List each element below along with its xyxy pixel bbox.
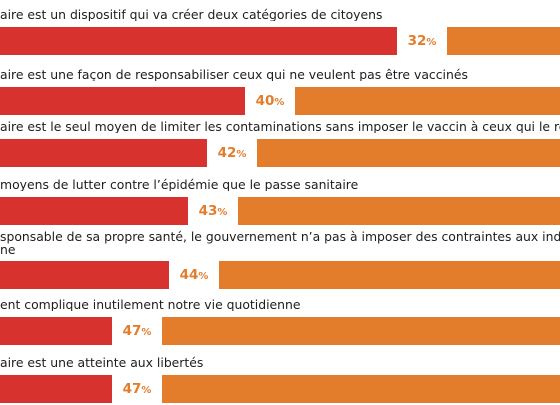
value-unit: % (141, 385, 152, 396)
stacked-bar: 44% (0, 261, 560, 289)
stacked-bar: 32% (0, 27, 560, 55)
category-label: ent complique inutilement notre vie quot… (0, 298, 301, 311)
bar-segment-left (0, 261, 169, 289)
value-number: 47 (122, 323, 142, 339)
bar-segment-left (0, 317, 112, 345)
stacked-bar: 47% (0, 317, 560, 345)
value-label: 44% (169, 261, 219, 289)
bar-segment-left (0, 87, 245, 115)
value-number: 32 (407, 33, 427, 49)
value-unit: % (274, 97, 285, 108)
value-unit: % (198, 271, 209, 282)
bar-segment-left (0, 27, 397, 55)
value-label: 47% (112, 375, 162, 403)
value-number: 44 (179, 267, 199, 283)
category-label: aire est le seul moyen de limiter les co… (0, 120, 560, 133)
value-number: 43 (198, 203, 218, 219)
bar-segment-right: 32% (397, 27, 560, 55)
value-number: 47 (122, 381, 142, 397)
bar-segment-right: 47% (112, 375, 560, 403)
category-label: aire est un dispositif qui va créer deux… (0, 8, 383, 21)
bar-segment-right: 42% (207, 139, 560, 167)
bar-segment-left (0, 197, 188, 225)
category-label: sponsable de sa propre santé, le gouvern… (0, 230, 560, 256)
value-label: 43% (188, 197, 238, 225)
category-label: aire est une façon de responsabiliser ce… (0, 68, 468, 81)
category-label: moyens de lutter contre l’épidémie que l… (0, 178, 359, 191)
value-number: 40 (255, 93, 275, 109)
value-label: 40% (245, 87, 295, 115)
value-unit: % (426, 37, 437, 48)
value-unit: % (141, 327, 152, 338)
value-label: 47% (112, 317, 162, 345)
stacked-bar: 42% (0, 139, 560, 167)
category-label: aire est une atteinte aux libertés (0, 356, 204, 369)
bar-segment-right: 44% (169, 261, 560, 289)
bar-segment-right: 47% (112, 317, 560, 345)
value-unit: % (236, 149, 247, 160)
bar-segment-right: 40% (245, 87, 560, 115)
bar-segment-left (0, 375, 112, 403)
value-label: 42% (207, 139, 257, 167)
value-number: 42 (217, 145, 237, 161)
bar-segment-left (0, 139, 207, 167)
stacked-bar: 47% (0, 375, 560, 403)
value-unit: % (217, 207, 228, 218)
bar-segment-right: 43% (188, 197, 560, 225)
stacked-bar: 43% (0, 197, 560, 225)
value-label: 32% (397, 27, 447, 55)
stacked-bar: 40% (0, 87, 560, 115)
